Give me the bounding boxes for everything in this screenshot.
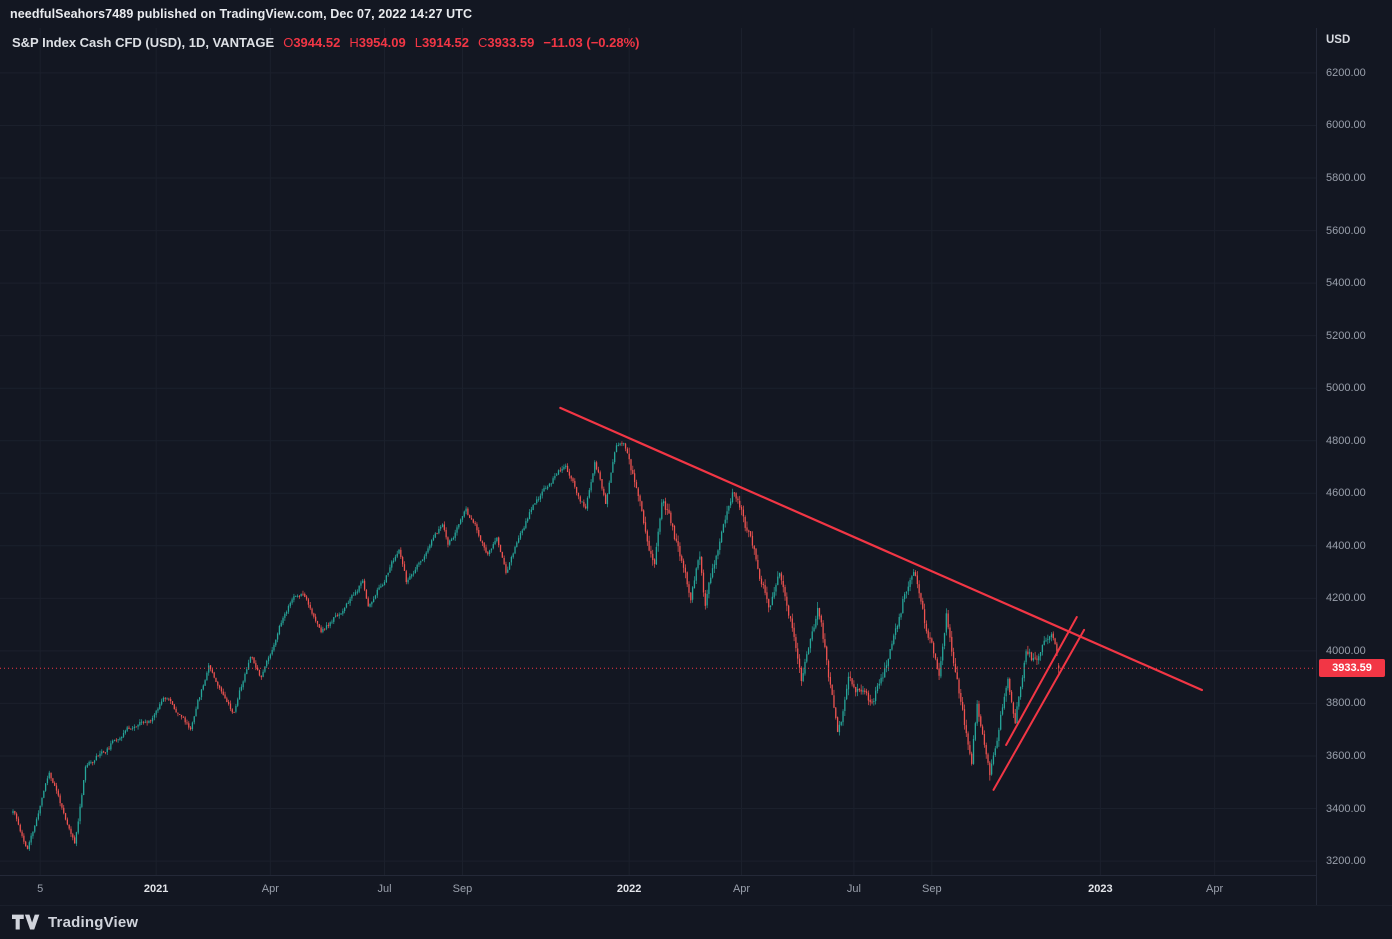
time-axis[interactable]: 5 2021 Apr Jul Sep 2022 Apr Jul Sep 2023 Apr bbox=[0, 875, 1316, 905]
time-tick-label: Jul bbox=[377, 883, 392, 895]
candlestick-chart[interactable] bbox=[0, 28, 1316, 875]
currency-label: USD bbox=[1326, 34, 1351, 46]
time-tick-label: Apr bbox=[1205, 883, 1224, 895]
downtrend-line[interactable] bbox=[559, 406, 1204, 692]
publisher-bar: needfulSeahors7489 published on TradingV… bbox=[0, 0, 1392, 28]
price-tick-label: 4800.00 bbox=[1326, 434, 1366, 447]
time-tick-label: 2023 bbox=[1088, 883, 1113, 895]
channel-lower-line[interactable] bbox=[992, 628, 1086, 791]
price-tick-label: 5600.00 bbox=[1326, 224, 1366, 237]
price-tick-label: 6000.00 bbox=[1326, 119, 1366, 132]
last-price-tag: 3933.59 bbox=[1319, 659, 1385, 678]
price-tick-label: 5800.00 bbox=[1326, 172, 1366, 184]
price-tick-label: 5400.00 bbox=[1326, 277, 1366, 290]
price-tick-label: 5200.00 bbox=[1326, 329, 1366, 342]
time-tick-label: Apr bbox=[732, 883, 751, 895]
tradingview-wordmark[interactable]: TradingView bbox=[48, 914, 139, 931]
price-tick-label: 4200.00 bbox=[1326, 592, 1366, 605]
time-tick-label: 2022 bbox=[616, 883, 642, 895]
price-tick-label: 6200.00 bbox=[1326, 66, 1366, 79]
time-tick-label: Sep bbox=[452, 883, 473, 895]
channel-upper-line[interactable] bbox=[1005, 616, 1078, 746]
footer: TradingView bbox=[0, 905, 1392, 939]
candles-series bbox=[12, 441, 1060, 851]
time-tick-label: Jul bbox=[846, 883, 861, 895]
time-tick-label: 2021 bbox=[143, 883, 169, 895]
price-tick-label: 3600.00 bbox=[1326, 749, 1366, 762]
price-tick-label: 3800.00 bbox=[1326, 697, 1366, 710]
time-tick-label: Apr bbox=[261, 883, 279, 895]
publisher-text: needfulSeahors7489 published on TradingV… bbox=[10, 7, 473, 21]
price-tick-label: 4000.00 bbox=[1326, 644, 1366, 657]
chart-area: S&P Index Cash CFD (USD), 1D, VANTAGE O3… bbox=[0, 28, 1392, 905]
price-tick-label: 3400.00 bbox=[1326, 802, 1366, 815]
price-tick-label: 3200.00 bbox=[1326, 855, 1366, 868]
price-tick-label: 5000.00 bbox=[1326, 382, 1366, 395]
time-tick-label: Sep bbox=[922, 883, 942, 895]
price-tick-label: 4400.00 bbox=[1326, 539, 1366, 552]
price-tick-label: 4600.00 bbox=[1326, 487, 1366, 500]
time-tick-label: 5 bbox=[37, 883, 44, 895]
tradingview-logo-icon[interactable] bbox=[12, 914, 40, 931]
price-axis[interactable]: USD 3933.59 6200.00 6000.00 5800.00 5600.00… bbox=[1316, 28, 1392, 905]
